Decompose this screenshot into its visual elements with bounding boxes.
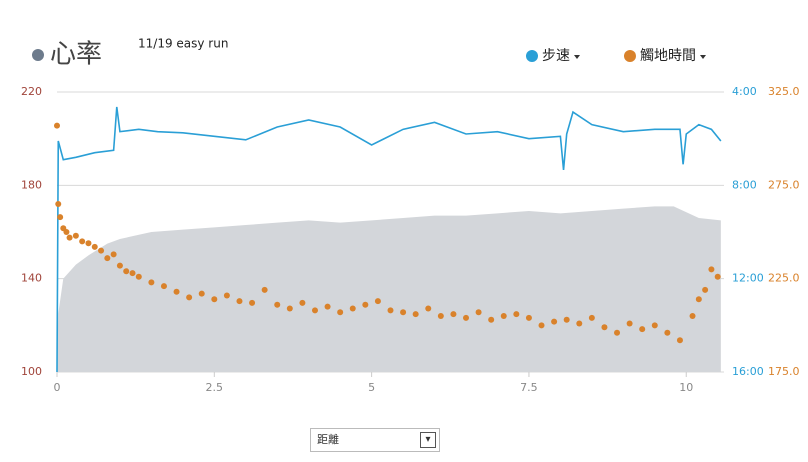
heart-rate-area bbox=[57, 206, 721, 372]
legend-marker bbox=[526, 50, 538, 62]
title-dot bbox=[32, 49, 44, 61]
contact-time-point bbox=[173, 288, 180, 295]
legend-label: 觸地時間 bbox=[640, 48, 696, 64]
contact-time-point bbox=[488, 316, 495, 323]
contact-time-point bbox=[110, 251, 117, 258]
legend-marker bbox=[624, 50, 636, 62]
contact-time-point bbox=[563, 316, 570, 323]
contact-time-point bbox=[236, 298, 243, 305]
contact-time-point bbox=[186, 294, 193, 301]
contact-time-point bbox=[66, 234, 73, 241]
y3ticks-label: 175.0 bbox=[768, 365, 800, 378]
contact-time-point bbox=[324, 303, 331, 310]
y-tick-label: 100 bbox=[21, 365, 42, 378]
contact-time-point bbox=[387, 307, 394, 314]
contact-time-point bbox=[91, 243, 98, 250]
contact-time-point bbox=[362, 301, 369, 308]
contact-time-point bbox=[588, 314, 595, 321]
contact-time-point bbox=[702, 286, 709, 293]
contact-time-point bbox=[400, 309, 407, 316]
y2ticks-label: 4:00 bbox=[732, 85, 757, 98]
x-tick-label: 2.5 bbox=[206, 381, 224, 394]
contact-time-point bbox=[57, 214, 64, 221]
legend-label: 步速 bbox=[542, 48, 570, 64]
y3ticks-label: 275.0 bbox=[768, 178, 800, 191]
contact-time-point bbox=[689, 313, 696, 319]
contact-time-point bbox=[286, 305, 293, 312]
contact-time-point bbox=[337, 309, 344, 316]
contact-time-point bbox=[148, 279, 155, 286]
x-tick-label: 0 bbox=[54, 381, 61, 394]
contact-time-point bbox=[116, 262, 123, 269]
contact-time-point bbox=[79, 238, 86, 245]
contact-time-point bbox=[651, 322, 658, 329]
contact-time-point bbox=[626, 320, 633, 327]
legend-dropdown[interactable] bbox=[700, 55, 706, 59]
y2ticks-label: 16:00 bbox=[732, 365, 764, 378]
contact-time-point bbox=[425, 305, 432, 312]
contact-time-point bbox=[261, 286, 268, 293]
chart-subtitle: 11/19 easy run bbox=[138, 37, 228, 51]
contact-time-point bbox=[129, 270, 136, 277]
contact-time-point bbox=[72, 232, 79, 239]
y-tick-label: 180 bbox=[21, 178, 42, 191]
chart-title: 心率 bbox=[50, 40, 102, 70]
contact-time-point bbox=[601, 324, 608, 331]
contact-time-point bbox=[104, 255, 111, 262]
y3ticks-label: 225.0 bbox=[768, 272, 800, 285]
contact-time-point bbox=[98, 247, 105, 254]
contact-time-point bbox=[349, 305, 356, 312]
contact-time-point bbox=[639, 326, 646, 333]
contact-time-point bbox=[123, 268, 130, 275]
contact-time-point bbox=[500, 313, 507, 319]
contact-time-point bbox=[198, 290, 205, 297]
y-tick-label: 220 bbox=[21, 85, 42, 98]
contact-time-point bbox=[676, 337, 683, 344]
contact-time-point bbox=[664, 329, 671, 336]
contact-time-point bbox=[85, 240, 92, 247]
x-tick-label: 10 bbox=[679, 381, 693, 394]
contact-time-point bbox=[135, 273, 142, 280]
contact-time-point bbox=[55, 201, 62, 207]
contact-time-point bbox=[211, 296, 218, 303]
contact-time-point bbox=[551, 318, 558, 325]
y3ticks-label: 325.0 bbox=[768, 85, 800, 98]
contact-time-point bbox=[54, 122, 60, 129]
contact-time-point bbox=[513, 311, 520, 318]
pace-line bbox=[56, 106, 722, 373]
select-button[interactable]: ▾ bbox=[420, 432, 436, 448]
x-tick-label: 5 bbox=[368, 381, 375, 394]
contact-time-point bbox=[160, 283, 167, 290]
contact-time-point bbox=[708, 266, 715, 273]
contact-time-point bbox=[538, 322, 545, 329]
contact-time-point bbox=[576, 320, 583, 327]
y2ticks-label: 12:00 bbox=[732, 272, 764, 285]
contact-time-point bbox=[614, 329, 621, 336]
contact-time-point bbox=[525, 314, 532, 321]
y-tick-label: 140 bbox=[21, 272, 42, 285]
legend-dropdown[interactable] bbox=[574, 55, 580, 59]
x-tick-label: 7.5 bbox=[520, 381, 538, 394]
contact-time-point bbox=[463, 314, 470, 321]
contact-time-point bbox=[223, 292, 230, 299]
contact-time-point bbox=[437, 313, 444, 319]
contact-time-point bbox=[274, 301, 281, 308]
contact-time-point bbox=[311, 307, 318, 314]
contact-time-point bbox=[695, 296, 702, 303]
contact-time-point bbox=[249, 299, 256, 306]
contact-time-point bbox=[450, 311, 457, 318]
contact-time-point bbox=[299, 299, 306, 306]
contact-time-point bbox=[374, 298, 381, 305]
select-label: 距離 bbox=[317, 433, 339, 446]
y2ticks-label: 8:00 bbox=[732, 178, 757, 191]
contact-time-point bbox=[412, 311, 419, 318]
contact-time-point bbox=[63, 229, 70, 235]
x-axis-select[interactable]: 距離 ▾ bbox=[310, 428, 440, 452]
contact-time-point bbox=[714, 273, 721, 280]
contact-time-point bbox=[475, 309, 482, 316]
